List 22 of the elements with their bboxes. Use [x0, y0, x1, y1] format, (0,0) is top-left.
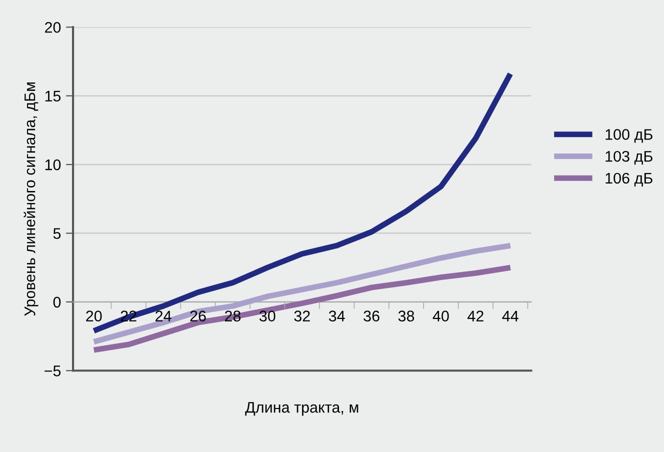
- legend-label: 100 дБ: [606, 129, 652, 143]
- x-tick-label: 26: [190, 310, 206, 322]
- x-tick-label: 20: [86, 310, 102, 322]
- y-tick-label: 15: [45, 90, 61, 102]
- x-tick-label: 30: [259, 310, 276, 322]
- x-tick-label: 38: [398, 310, 414, 322]
- x-tick-label: 40: [432, 310, 449, 322]
- x-tick-label: 42: [468, 310, 484, 322]
- x-tick-label: 24: [156, 310, 172, 322]
- y-tick-label: 10: [45, 159, 61, 170]
- x-tick-label: 36: [364, 310, 380, 322]
- x-tick-label: 32: [294, 310, 310, 322]
- x-tick-label: 34: [328, 310, 345, 322]
- x-tick-label: 44: [502, 310, 518, 322]
- x-axis-title: Длина тракта, м: [245, 402, 358, 416]
- y-tick-label: 20: [45, 22, 61, 33]
- legend-label: 106 дБ: [606, 172, 652, 187]
- y-tick-label: 0: [53, 296, 61, 308]
- y-tick-label: 5: [53, 228, 61, 239]
- legend-label: 103 дБ: [606, 150, 652, 165]
- y-axis-title: Уровень линейного сигнала, дБм: [24, 82, 38, 316]
- y-tick-label: −5: [44, 366, 61, 376]
